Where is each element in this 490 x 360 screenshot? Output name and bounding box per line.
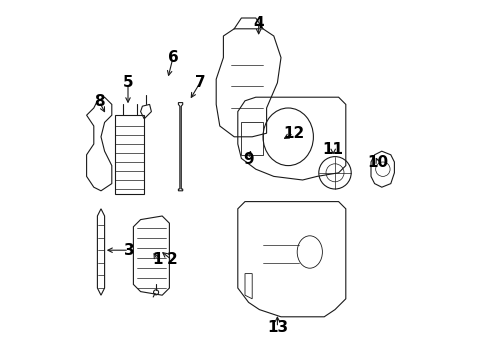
Text: 8: 8	[94, 94, 104, 109]
Text: 9: 9	[244, 152, 254, 167]
Text: 11: 11	[323, 142, 343, 157]
Text: 12: 12	[283, 126, 304, 141]
Text: 1: 1	[152, 252, 163, 267]
Text: 13: 13	[267, 320, 288, 335]
Text: 10: 10	[368, 155, 389, 170]
Text: 4: 4	[253, 16, 264, 31]
Bar	[116, 115, 144, 194]
Text: 2: 2	[167, 252, 177, 267]
Text: 5: 5	[122, 75, 133, 90]
Text: 3: 3	[124, 243, 134, 258]
Bar	[242, 122, 263, 155]
Text: 6: 6	[168, 50, 178, 65]
Text: 7: 7	[195, 75, 205, 90]
